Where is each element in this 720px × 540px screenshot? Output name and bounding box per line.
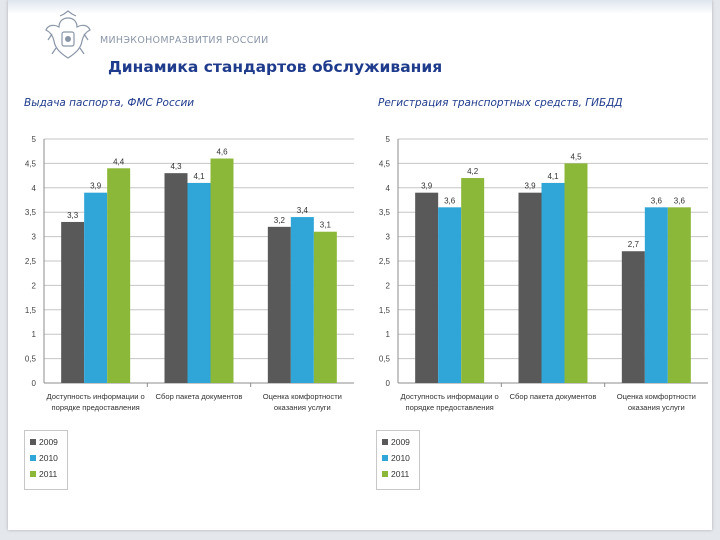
data-label: 4,6 [216,148,228,157]
x-tick-label: Оценка комфортности оказания услуги [617,392,696,412]
x-tick-label: Доступность информации о порядке предоста… [401,392,499,412]
legend-swatch [30,471,36,477]
legend-swatch [30,439,36,445]
chart-title-passport: Выдача паспорта, ФМС России [24,97,195,109]
x-tick-label: Доступность информации о порядке предоста… [47,392,145,412]
y-tick-label: 2 [32,281,37,290]
data-label: 3,3 [67,211,79,220]
bar-2010 [84,192,108,383]
legend-label: 2011 [39,469,58,479]
bar-2009 [415,192,439,383]
data-label: 3,6 [651,196,663,205]
y-tick-label: 0 [386,379,391,388]
data-label: 3,4 [297,206,309,215]
data-label: 2,7 [628,240,640,249]
y-tick-label: 1,5 [379,306,391,315]
coat-of-arms-icon [45,10,91,59]
x-tick-label: Оценка комфортности оказания услуги [263,392,342,412]
data-label: 3,6 [444,196,456,205]
bar-2011 [461,178,485,383]
legend-label: 2009 [39,437,58,447]
y-tick-label: 0,5 [25,355,37,364]
bar-2011 [210,158,234,383]
bar-2010 [290,217,314,383]
bar-2010 [438,207,462,383]
chart-title-vehicle: Регистрация транспортных средств, ГИБДД [378,97,623,109]
y-tick-label: 1 [32,330,37,339]
data-label: 4,4 [113,157,125,166]
bar-2011 [107,168,131,383]
bar-2011 [667,207,691,383]
y-tick-label: 2,5 [379,257,391,266]
y-tick-label: 5 [32,135,37,144]
bar-2009 [621,251,645,383]
bar-2010 [187,182,211,383]
bar-2009 [267,226,291,383]
legend-vehicle: 2009 2010 2011 [376,430,420,490]
data-label: 3,9 [524,182,536,191]
legend-label: 2009 [391,437,410,447]
y-tick-label: 1 [386,330,391,339]
y-tick-label: 0,5 [379,355,391,364]
data-label: 4,2 [467,167,479,176]
y-tick-label: 4 [386,184,391,193]
slide: МИНЭКОНОМРАЗВИТИЯ РОССИИ Динамика станда… [8,0,712,530]
legend-label: 2011 [391,469,410,479]
data-label: 3,9 [421,182,433,191]
data-label: 3,1 [320,221,332,230]
bar-2009 [164,173,188,383]
legend-swatch [382,471,388,477]
ministry-name: МИНЭКОНОМРАЗВИТИЯ РОССИИ [100,35,269,46]
bar-2010 [644,207,668,383]
y-tick-label: 3 [32,233,37,242]
y-tick-label: 5 [386,135,391,144]
data-label: 4,1 [547,172,559,181]
bar-2009 [61,221,85,383]
x-tick-label: Сбор пакета документов [156,392,243,401]
bar-2009 [518,192,542,383]
y-tick-label: 3,5 [25,208,37,217]
data-label: 3,9 [90,182,102,191]
y-tick-label: 4,5 [379,159,391,168]
legend-swatch [382,439,388,445]
top-band [8,0,712,14]
bar-2011 [564,163,588,383]
y-tick-label: 3,5 [379,208,391,217]
legend-label: 2010 [391,453,410,463]
y-tick-label: 4,5 [25,159,37,168]
legend-label: 2010 [39,453,58,463]
y-tick-label: 4 [32,184,37,193]
bar-chart-passport: 0 0,5 1 1,5 2 2,5 3 3,5 4 4,5 5 Доступность информа… [25,135,354,412]
bar-2011 [313,231,337,383]
data-label: 3,6 [674,196,686,205]
y-tick-label: 2 [386,281,391,290]
legend-swatch [382,455,388,461]
data-label: 4,1 [193,172,205,181]
legend-swatch [30,455,36,461]
y-tick-label: 3 [386,233,391,242]
bar-chart-vehicle: 0 0,5 1 1,5 2 2,5 3 3,5 4 4,5 5 Доступность информа… [379,135,708,412]
bar-2010 [541,182,565,383]
y-tick-label: 0 [32,379,37,388]
data-label: 4,5 [570,152,582,161]
legend-passport: 2009 2010 2011 [24,430,68,490]
y-tick-label: 2,5 [25,257,37,266]
page-title: Динамика стандартов обслуживания [108,58,443,76]
data-label: 4,3 [170,162,182,171]
y-tick-label: 1,5 [25,306,37,315]
x-tick-label: Сбор пакета документов [510,392,597,401]
data-label: 3,2 [274,216,286,225]
